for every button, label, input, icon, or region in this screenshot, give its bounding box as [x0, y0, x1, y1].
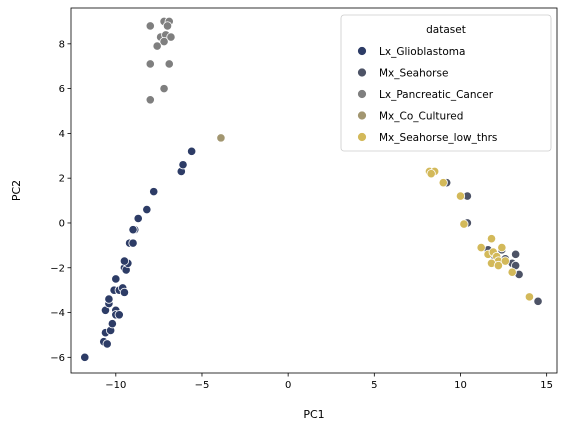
data-point — [533, 296, 543, 306]
data-point — [438, 178, 448, 188]
legend-marker — [357, 132, 367, 142]
data-point — [102, 339, 112, 349]
data-point — [511, 249, 521, 259]
data-point — [426, 169, 436, 179]
legend: dataset Lx_Glioblastoma Mx_Seahorse Lx_Pan… — [340, 14, 552, 152]
data-point — [145, 21, 155, 31]
data-points — [80, 16, 543, 362]
data-point — [145, 95, 155, 105]
data-point — [187, 146, 197, 156]
data-point — [119, 287, 130, 297]
x-tick-label: 15 — [540, 380, 553, 391]
y-tick-label: 0 — [59, 218, 65, 229]
y-tick-label: −2 — [50, 263, 65, 274]
data-point — [507, 267, 517, 277]
legend-marker — [357, 46, 367, 56]
data-point — [111, 274, 121, 284]
y-tick-label: −6 — [50, 353, 65, 364]
y-tick-label: 6 — [59, 84, 65, 95]
data-point — [162, 21, 173, 31]
data-point — [142, 204, 152, 215]
legend-box — [340, 14, 552, 152]
data-point — [128, 238, 138, 248]
data-point — [104, 294, 114, 304]
y-axis-ticks: −6 −4 −2 0 2 4 6 8 — [50, 39, 71, 364]
data-point — [455, 191, 466, 201]
data-point — [159, 84, 169, 94]
legend-entry: Mx_Seahorse_low_thrs — [379, 132, 497, 144]
data-point — [524, 292, 535, 302]
x-axis-ticks: −10 −5 0 5 10 15 — [105, 373, 553, 391]
y-tick-label: −4 — [50, 308, 65, 319]
data-point — [459, 219, 469, 229]
x-tick-label: 0 — [285, 380, 291, 391]
data-point — [493, 260, 504, 271]
y-tick-label: 8 — [59, 39, 65, 50]
data-point — [152, 41, 162, 51]
data-point — [497, 243, 507, 253]
legend-marker — [357, 67, 367, 78]
legend-title: dataset — [426, 24, 466, 36]
data-point — [133, 213, 143, 224]
x-axis-label: PC1 — [303, 408, 324, 421]
legend-marker — [357, 110, 367, 121]
legend-entry: Lx_Pancreatic_Cancer — [379, 89, 494, 101]
plot-frame — [70, 7, 558, 374]
y-tick-label: 4 — [59, 129, 65, 140]
data-point — [166, 32, 176, 42]
data-point — [486, 234, 497, 244]
data-point — [476, 243, 486, 253]
data-point — [178, 160, 188, 170]
legend-marker — [357, 89, 367, 99]
x-tick-label: 10 — [454, 380, 467, 391]
data-point — [500, 256, 510, 266]
data-point — [145, 59, 155, 69]
data-point — [119, 256, 130, 266]
data-point — [159, 36, 169, 47]
legend-entry: Mx_Co_Cultured — [379, 111, 463, 123]
data-point — [216, 133, 226, 143]
x-tick-label: −5 — [195, 380, 210, 391]
data-point — [149, 187, 159, 197]
data-point — [114, 310, 124, 320]
legend-entry: Lx_Glioblastoma — [379, 46, 465, 58]
data-point — [80, 352, 90, 362]
x-tick-label: 5 — [371, 380, 377, 391]
legend-entry: Mx_Seahorse — [379, 68, 448, 80]
data-point — [128, 225, 138, 235]
data-point — [164, 59, 174, 69]
x-tick-label: −10 — [105, 380, 126, 391]
data-point — [107, 319, 117, 329]
y-tick-label: 2 — [59, 174, 65, 185]
y-axis-label: PC2 — [10, 180, 23, 201]
